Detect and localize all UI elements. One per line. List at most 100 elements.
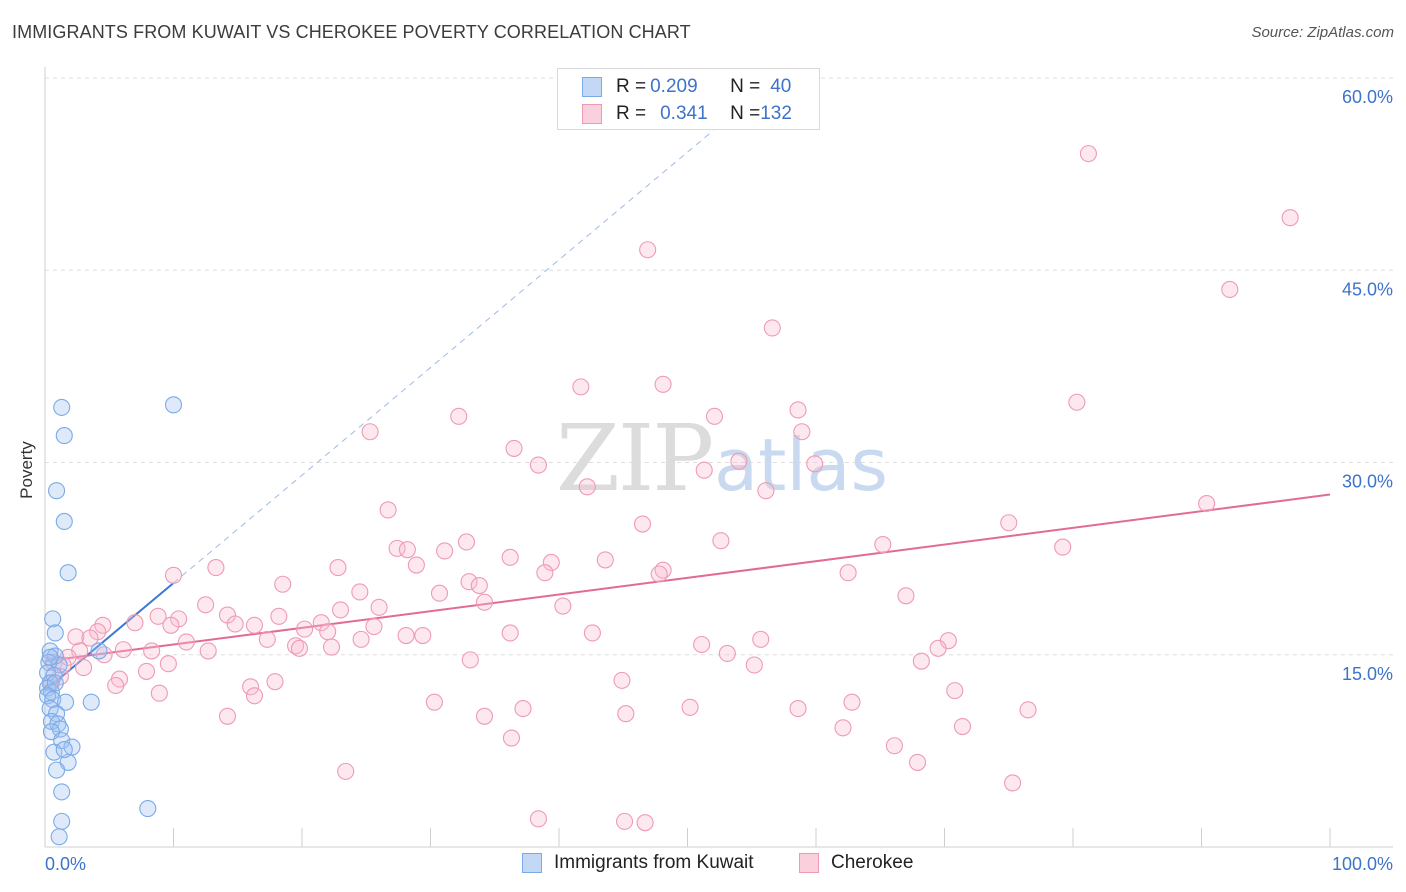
cherokee-point <box>929 639 947 657</box>
cherokee-point <box>554 597 572 615</box>
kuwait-point <box>46 674 64 692</box>
cherokee-point <box>514 700 532 718</box>
cherokee-point <box>245 616 264 634</box>
cherokee-point <box>705 407 724 425</box>
cherokee-point <box>329 559 347 577</box>
x-tick-label: 100.0% <box>1332 854 1393 874</box>
kuwait-point <box>57 693 75 711</box>
cherokee-point <box>695 461 713 479</box>
cherokee-point <box>613 671 631 689</box>
legend-r-value-cherokee: 0.341 <box>660 103 708 124</box>
kuwait-trend-extension <box>173 130 714 584</box>
legend-r-value-kuwait: 0.209 <box>650 76 698 97</box>
kuwait-point <box>139 799 157 818</box>
cherokee-point <box>505 439 523 457</box>
cherokee-point <box>763 319 781 337</box>
cherokee-point <box>639 241 657 259</box>
kuwait-point <box>55 741 73 759</box>
cherokee-point <box>475 707 494 725</box>
tick-labels: 15.0% 30.0% 45.0% 60.0% 0.0% 100.0% <box>45 87 1393 874</box>
cherokee-point <box>712 532 730 550</box>
bottom-legend-cherokee: Cherokee <box>799 852 913 874</box>
cherokee-point <box>323 638 341 656</box>
cherokee-point <box>633 515 652 533</box>
cherokee-point <box>874 535 892 554</box>
cherokee-point <box>67 628 85 646</box>
cherokee-point <box>843 693 861 711</box>
cherokee-point <box>757 482 775 500</box>
cherokee-point <box>578 478 596 496</box>
cherokee-point <box>1198 494 1216 513</box>
cherokee-point <box>242 678 260 696</box>
cherokee-point <box>197 596 215 614</box>
watermark-zip: ZIP <box>556 405 712 512</box>
kuwait-point <box>55 512 73 531</box>
cherokee-point <box>450 407 468 425</box>
cherokee-point <box>143 642 161 660</box>
cherokee-point <box>502 729 521 747</box>
kuwait-point <box>90 642 108 660</box>
cherokee-point <box>730 452 748 470</box>
cherokee-point <box>1079 145 1097 163</box>
kuwait-point <box>82 693 100 711</box>
legend-row-kuwait: R = 0.209 N = 40 <box>582 75 791 99</box>
cherokee-point <box>1068 393 1086 411</box>
cherokee-point <box>81 629 99 647</box>
cherokee-point <box>159 655 177 673</box>
cherokee-point <box>572 378 590 396</box>
cherokee-point <box>475 593 494 611</box>
cherokee-point <box>150 684 168 702</box>
cherokee-point <box>258 630 276 648</box>
cherokee-point <box>425 693 443 711</box>
cherokee-point <box>650 565 668 583</box>
cherokee-point <box>398 541 416 559</box>
cherokee-point <box>1004 774 1022 792</box>
x-tick-label: 0.0% <box>45 854 86 874</box>
cherokee-point <box>460 573 478 591</box>
cherokee-point <box>199 642 217 660</box>
bottom-legend-label-kuwait: Immigrants from Kuwait <box>554 852 754 873</box>
bottom-legend-swatch-kuwait <box>522 853 542 873</box>
cherokee-point <box>331 601 350 619</box>
cherokee-point <box>407 556 425 574</box>
cherokee-point <box>245 687 264 705</box>
cherokee-point <box>164 566 183 584</box>
legend-r-label: R = <box>616 103 647 124</box>
kuwait-point <box>48 761 66 779</box>
cherokee-point <box>361 423 379 441</box>
cherokee-point <box>461 651 479 669</box>
cherokee-point <box>834 719 852 737</box>
cherokee-point <box>583 624 601 642</box>
cherokee-point <box>337 762 355 780</box>
bottom-legend-label-cherokee: Cherokee <box>831 852 914 873</box>
cherokee-point <box>379 501 397 519</box>
kuwait-point <box>48 482 66 500</box>
kuwait-point <box>53 812 71 830</box>
kuwait-point <box>59 564 77 582</box>
bottom-legend-kuwait: Immigrants from Kuwait <box>522 852 754 874</box>
cherokee-point <box>414 626 432 645</box>
cherokee-point <box>839 564 857 582</box>
cherokee-point <box>430 584 449 602</box>
cherokee-point <box>529 456 547 474</box>
cherokee-point <box>107 676 125 695</box>
cherokee-point <box>501 548 519 566</box>
cherokee-point <box>654 375 672 393</box>
cherokee-point <box>177 633 195 651</box>
cherokee-point <box>207 559 225 577</box>
cherokee-point <box>806 455 824 473</box>
bottom-legend-swatch-cherokee <box>799 853 819 873</box>
kuwait-point <box>46 624 64 642</box>
cherokee-point <box>290 639 308 657</box>
cherokee-point <box>470 576 488 595</box>
cherokee-point <box>296 620 314 638</box>
legend-n-label: N = <box>730 76 761 97</box>
cherokee-point <box>149 607 167 625</box>
kuwait-point <box>44 610 62 628</box>
kuwait-point <box>53 398 71 416</box>
legend-n-label: N = <box>730 103 761 124</box>
cherokee-point <box>1019 701 1037 719</box>
y-tick-label: 45.0% <box>1342 279 1393 299</box>
cherokee-point <box>946 682 964 700</box>
cherokee-point <box>457 533 476 551</box>
